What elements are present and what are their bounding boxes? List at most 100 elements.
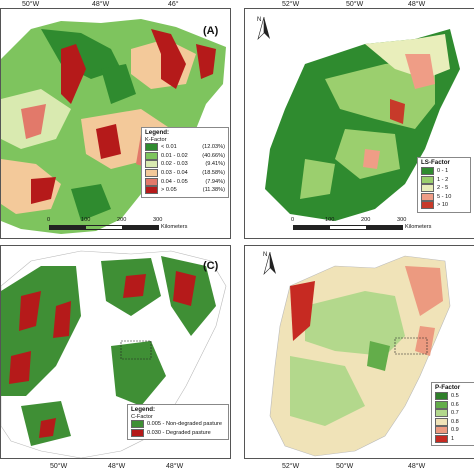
legend-title: LS-Factor: [421, 159, 450, 166]
legend-item: 1: [435, 435, 471, 444]
scale-bar-b: 0 100 200 300 Kilometers: [285, 217, 465, 235]
swatch: [131, 428, 144, 437]
top-lon-4: 52°W: [282, 1, 300, 8]
scale-bar-fill: [366, 226, 402, 229]
scale-tick: 200: [361, 217, 371, 223]
legend-pct: (9.41%): [205, 161, 225, 168]
north-arrow-icon: [263, 252, 276, 276]
bottom-lon-1: 50°W: [50, 463, 68, 470]
panel-b-ls-factor: N LS-Factor 0 - 1 1 - 2 2 - 5 5 - 10 > 1…: [244, 8, 474, 239]
legend-item: > 0.05 (11.38%): [145, 186, 225, 195]
legend-pct: (7.94%): [205, 178, 225, 185]
north-arrow-b: N: [257, 17, 270, 41]
swatch: [435, 435, 448, 444]
legend-label: 1: [451, 436, 455, 442]
top-lon-5: 50°W: [346, 1, 364, 8]
swatch: [421, 184, 434, 193]
legend-label: < 0.01: [161, 144, 177, 151]
north-label: N: [263, 252, 268, 258]
top-lon-6: 48°W: [408, 1, 426, 8]
scale-tick: 300: [397, 217, 407, 223]
legend-pct: (18.58%): [202, 169, 225, 176]
scale-unit: Kilometers: [405, 224, 432, 230]
bottom-lon-4: 52°W: [282, 463, 300, 470]
scale-unit: Kilometers: [161, 224, 188, 230]
legend-item: > 10: [421, 201, 467, 210]
scale-bar-line: [49, 225, 159, 230]
legend-label: 5 - 10: [437, 193, 452, 200]
legend-item: 0.04 - 0.05 (7.94%): [145, 177, 225, 186]
swatch: [435, 417, 448, 426]
scale-tick: 100: [81, 217, 91, 223]
legend-label: 0.04 - 0.05: [161, 178, 188, 185]
scale-bar-line: [293, 225, 403, 230]
swatch: [145, 186, 158, 195]
bottom-lon-6: 48°W: [408, 463, 426, 470]
scale-bar-fill: [122, 226, 158, 229]
legend-pct: (11.38%): [202, 187, 225, 194]
legend-label: 0.6: [451, 401, 459, 408]
ls-factor-map: [265, 29, 460, 221]
scale-tick: 0: [291, 217, 295, 223]
swatch: [435, 392, 448, 401]
scale-tick: 0: [47, 217, 51, 223]
legend-title: Legend:: [131, 406, 156, 413]
swatch: [131, 420, 144, 429]
bottom-lon-5: 50°W: [336, 463, 354, 470]
legend-item: 0.03 - 0.04 (18.58%): [145, 169, 225, 178]
legend-subtitle: C-Factor: [131, 413, 153, 420]
legend-label: 0.03 - 0.04: [161, 169, 188, 176]
scale-tick: 100: [325, 217, 335, 223]
bottom-lon-3: 48°W: [166, 463, 184, 470]
legend-label: 0.7: [451, 410, 459, 417]
scale-bar-fill: [50, 226, 86, 229]
panel-d-p-factor: N P-Factor 0.5 0.6 0.7 0.8 0.9 1: [244, 245, 474, 459]
ls-factor-legend: LS-Factor 0 - 1 1 - 2 2 - 5 5 - 10 > 10: [417, 157, 471, 213]
p-factor-map: [269, 255, 451, 457]
swatch: [421, 167, 434, 176]
north-arrow-d: N: [263, 252, 276, 276]
north-label: N: [257, 17, 262, 23]
legend-label: 1 - 2: [437, 176, 449, 183]
top-lon-1: 50°W: [22, 1, 40, 8]
panel-a-k-factor: (A) Legend: K-Factor < 0.01 (12.03%) 0.01…: [0, 8, 231, 239]
swatch: [145, 177, 158, 186]
legend-item: 0.5: [435, 392, 471, 401]
legend-label: > 0.05: [161, 187, 177, 194]
k-factor-map: [1, 19, 226, 234]
top-lon-3: 46°: [168, 1, 179, 8]
legend-item: 0.6: [435, 400, 471, 409]
legend-label: 0.005 - Non-degraded pasture: [147, 421, 222, 428]
legend-title: P-Factor: [435, 384, 461, 391]
north-arrow-icon: [257, 17, 270, 41]
swatch: [435, 409, 448, 418]
bottom-lon-2: 48°W: [108, 463, 126, 470]
legend-subtitle: K-Factor: [145, 136, 167, 143]
legend-item: < 0.01 (12.03%): [145, 143, 225, 152]
legend-item: 1 - 2: [421, 175, 467, 184]
legend-label: 0 - 1: [437, 168, 449, 175]
k-factor-legend: Legend: K-Factor < 0.01 (12.03%) 0.01 - 0…: [141, 127, 229, 198]
legend-label: > 10: [437, 202, 449, 209]
legend-item: 0.01 - 0.02 (40.66%): [145, 151, 225, 161]
legend-label: 0.9: [451, 427, 459, 434]
legend-item: 0.9: [435, 426, 471, 435]
p-factor-legend: P-Factor 0.5 0.6 0.7 0.8 0.9 1: [431, 382, 474, 447]
scale-tick: 300: [153, 217, 163, 223]
legend-item: 5 - 10: [421, 192, 467, 202]
legend-label: 0.030 - Degraded pasture: [147, 429, 211, 436]
swatch: [435, 400, 448, 409]
legend-title: Legend:: [145, 129, 170, 136]
panel-a-tag: (A): [203, 25, 219, 37]
swatch: [421, 192, 434, 201]
legend-label: 0.02 - 0.03: [161, 161, 188, 168]
legend-label: 0.5: [451, 393, 459, 400]
swatch: [435, 426, 448, 435]
legend-pct: (40.66%): [202, 152, 225, 159]
swatch: [145, 169, 158, 178]
panel-c-tag: (C): [203, 260, 219, 272]
top-lon-2: 48°W: [92, 1, 110, 8]
swatch: [421, 175, 434, 184]
legend-item: 0.8: [435, 417, 471, 427]
swatch: [421, 201, 434, 210]
